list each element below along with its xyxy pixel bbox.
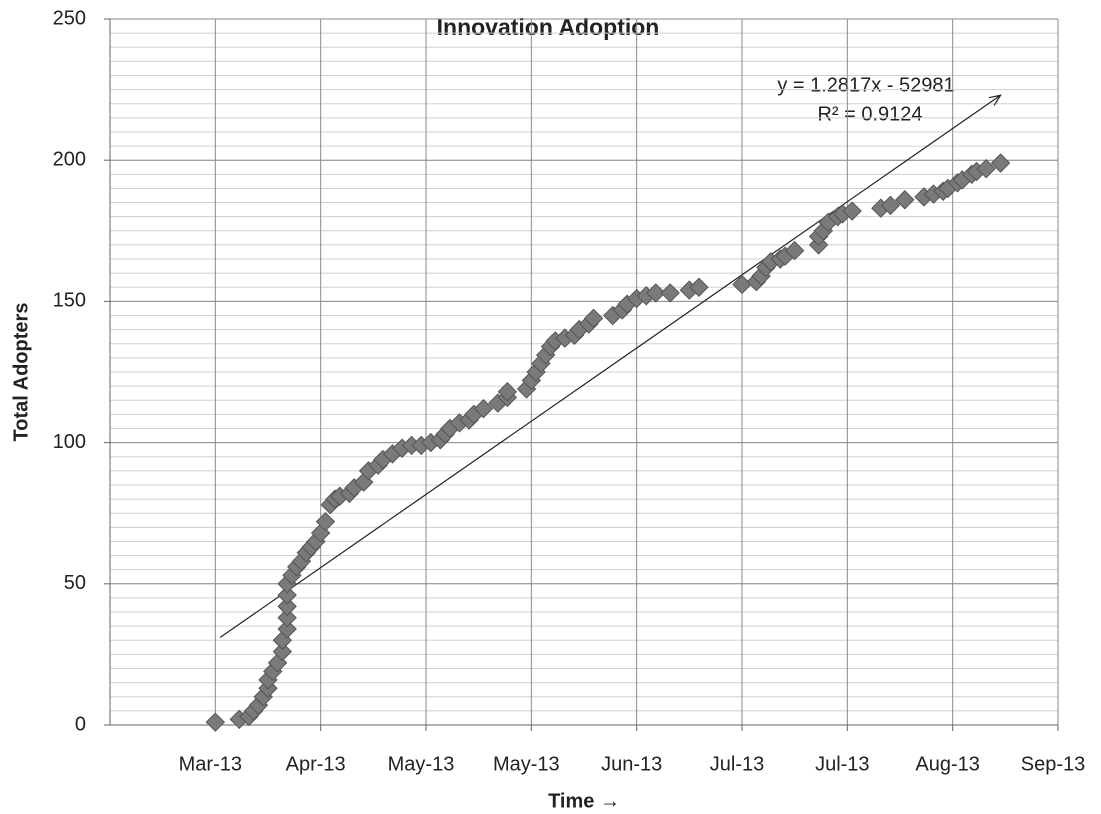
y-tick-label: 50 (64, 572, 86, 594)
data-point (473, 399, 494, 419)
x-tick-label: Mar-13 (179, 753, 242, 775)
data-point (315, 511, 336, 532)
x-tick-label: Jul-13 (815, 753, 869, 775)
data-point (976, 158, 996, 179)
data-point (277, 619, 297, 639)
y-tick-label: 100 (53, 431, 86, 453)
data-point (646, 283, 666, 303)
y-axis-label: Total Adopters (10, 303, 32, 442)
y-tick-label: 0 (75, 713, 86, 735)
data-point (497, 382, 518, 402)
data-point (689, 277, 709, 297)
trend-r-squared: R² = 0.9124 (817, 103, 922, 125)
trend-equation: y = 1.2817x - 52981 (777, 74, 954, 96)
trendline (219, 94, 1001, 638)
x-tick-label: Aug-13 (915, 753, 980, 775)
x-tick-label: Jun-13 (601, 753, 662, 775)
data-point (205, 712, 226, 732)
data-point (272, 641, 293, 662)
x-tick-label: May-13 (493, 753, 560, 775)
trendline-arrow (988, 94, 1002, 106)
data-point (880, 195, 901, 216)
x-tick-label: Jul-13 (710, 753, 764, 775)
data-point (277, 596, 297, 617)
x-tick-label: May-13 (388, 753, 455, 775)
x-tick-label: Sep-13 (1021, 753, 1086, 775)
x-axis-label: Time → (548, 790, 620, 812)
y-tick-label: 150 (53, 290, 86, 312)
chart-title: Innovation Adoption (437, 14, 660, 40)
data-point (583, 308, 604, 329)
data-point (277, 607, 297, 628)
y-tick-label: 200 (53, 148, 86, 170)
data-point (277, 585, 297, 605)
data-point (990, 153, 1011, 173)
x-tick-label: Apr-13 (286, 753, 346, 775)
y-tick-label: 250 (53, 7, 86, 29)
data-point (660, 283, 680, 303)
data-point (895, 190, 915, 210)
data-point (784, 240, 805, 261)
data-point (842, 201, 862, 221)
